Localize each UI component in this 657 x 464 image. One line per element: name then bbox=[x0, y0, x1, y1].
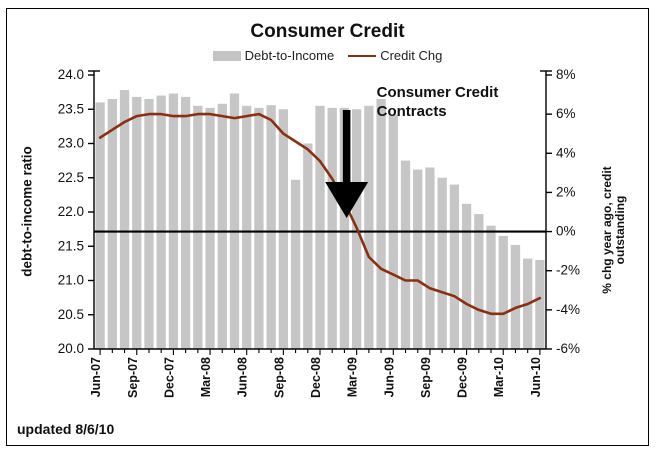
svg-text:24.0: 24.0 bbox=[58, 67, 84, 82]
svg-text:21.0: 21.0 bbox=[58, 273, 84, 288]
svg-text:-4%: -4% bbox=[556, 302, 580, 317]
svg-text:23.5: 23.5 bbox=[58, 101, 84, 116]
svg-text:22.0: 22.0 bbox=[58, 204, 84, 219]
svg-text:20.0: 20.0 bbox=[58, 341, 84, 356]
svg-text:8%: 8% bbox=[556, 67, 576, 82]
svg-text:0%: 0% bbox=[556, 224, 576, 239]
svg-text:Jun-10: Jun-10 bbox=[529, 357, 543, 397]
svg-text:Mar-08: Mar-08 bbox=[199, 357, 213, 397]
svg-text:-6%: -6% bbox=[556, 341, 580, 356]
svg-text:2%: 2% bbox=[556, 184, 576, 199]
svg-text:Jun-08: Jun-08 bbox=[236, 357, 250, 397]
svg-text:Mar-09: Mar-09 bbox=[346, 357, 360, 397]
svg-text:-2%: -2% bbox=[556, 263, 580, 278]
svg-text:23.0: 23.0 bbox=[58, 136, 84, 151]
svg-text:Jun-07: Jun-07 bbox=[89, 357, 103, 397]
svg-text:Mar-10: Mar-10 bbox=[492, 357, 506, 397]
svg-text:Contracts: Contracts bbox=[377, 103, 447, 120]
svg-text:Jun-09: Jun-09 bbox=[382, 357, 396, 397]
svg-text:20.5: 20.5 bbox=[58, 307, 84, 322]
svg-text:Dec-09: Dec-09 bbox=[456, 357, 470, 398]
svg-text:Sep-07: Sep-07 bbox=[126, 357, 140, 398]
svg-text:Sep-08: Sep-08 bbox=[272, 357, 286, 398]
svg-text:22.5: 22.5 bbox=[58, 170, 84, 185]
svg-text:Dec-07: Dec-07 bbox=[162, 357, 176, 398]
svg-text:Sep-09: Sep-09 bbox=[419, 357, 433, 398]
svg-text:Dec-08: Dec-08 bbox=[309, 357, 323, 398]
svg-text:4%: 4% bbox=[556, 145, 576, 160]
svg-text:21.5: 21.5 bbox=[58, 238, 84, 253]
svg-text:6%: 6% bbox=[556, 106, 576, 121]
svg-text:Consumer Credit: Consumer Credit bbox=[377, 84, 499, 101]
